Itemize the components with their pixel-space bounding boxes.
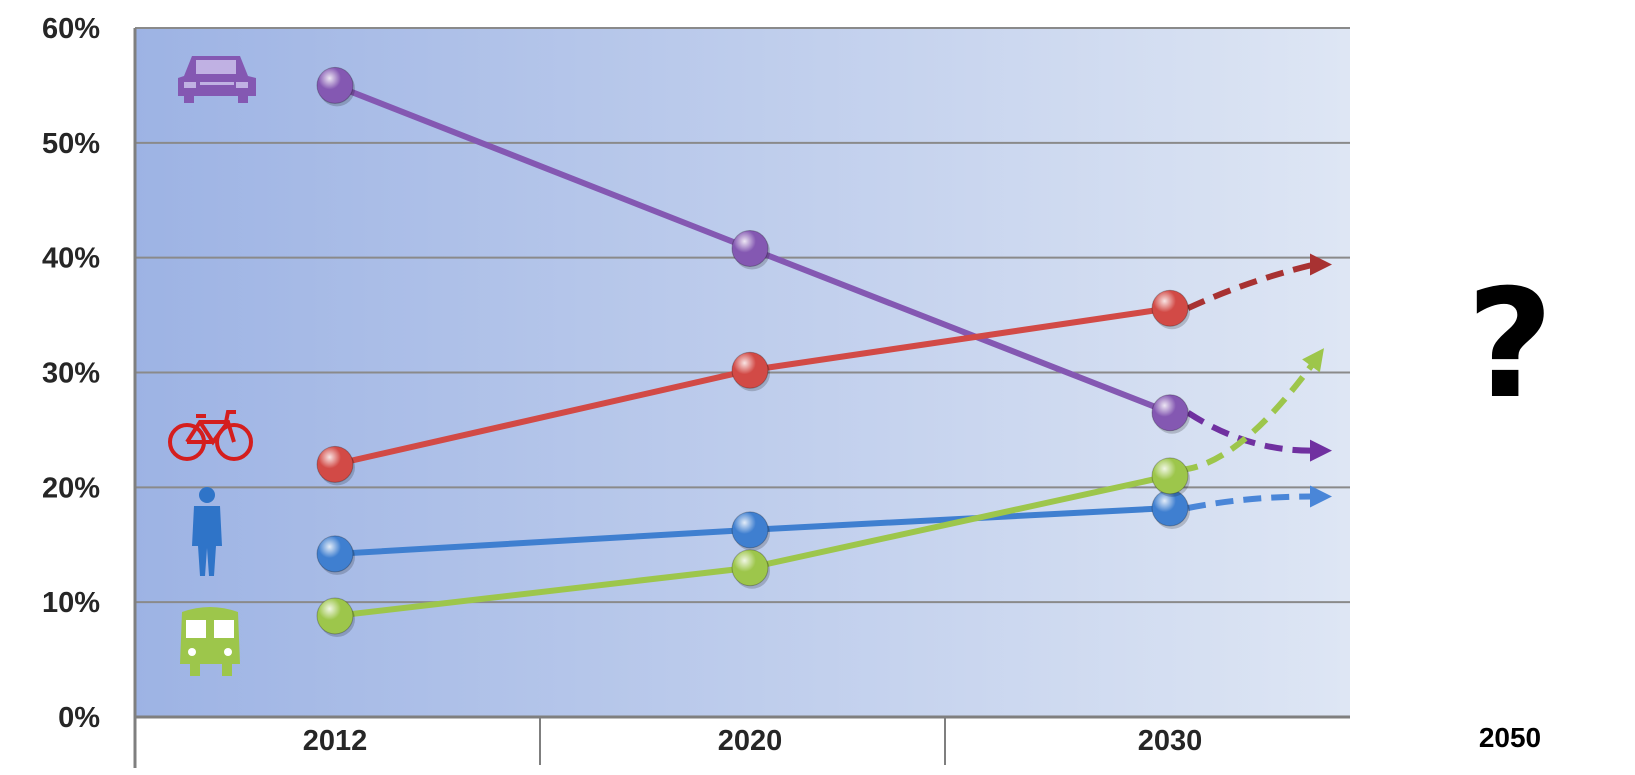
y-tick-label: 0% (58, 702, 100, 734)
bus-icon (180, 607, 240, 676)
data-point (1151, 457, 1190, 497)
data-point (731, 351, 770, 392)
y-tick-label: 60% (42, 13, 100, 45)
y-tick-labels: 0% 10% 20% 30% 40% 50% 60% (42, 13, 100, 734)
data-point (316, 535, 355, 575)
y-tick-label: 30% (42, 358, 100, 390)
data-point (316, 597, 355, 637)
projection-arrows (1179, 253, 1332, 511)
x-tick-label: 2030 (1138, 725, 1203, 757)
x-tick-labels: 2012 2020 2030 (303, 725, 1203, 757)
y-tick-label: 50% (42, 128, 100, 160)
data-point (1151, 489, 1190, 530)
data-point (731, 229, 770, 270)
x-tick-label: 2020 (718, 725, 783, 757)
data-point (1151, 289, 1190, 330)
projection-arrowhead (1302, 348, 1324, 373)
data-points (316, 66, 1190, 637)
future-question-mark: ? (1466, 258, 1554, 432)
projection-line (1186, 410, 1315, 454)
bicycle-icon (168, 410, 253, 461)
x-tick-label: 2012 (303, 725, 368, 757)
data-point (316, 66, 355, 107)
projection-line (1187, 493, 1315, 511)
data-point (731, 511, 770, 551)
projection-line (1179, 360, 1317, 473)
data-point (1151, 394, 1190, 434)
projection-arrowhead (1310, 439, 1332, 462)
data-point (731, 549, 770, 589)
projection-line (1186, 261, 1315, 311)
y-tick-label: 40% (42, 243, 100, 275)
pedestrian-icon (192, 487, 222, 576)
y-tick-label: 20% (42, 472, 100, 504)
future-year-label: 2050 (1478, 722, 1542, 753)
projection-arrowhead (1310, 253, 1332, 276)
y-tick-label: 10% (42, 587, 100, 619)
car-icon (178, 56, 256, 103)
data-point (316, 445, 355, 486)
axes (133, 28, 1350, 768)
projection-arrowhead (1310, 485, 1332, 508)
